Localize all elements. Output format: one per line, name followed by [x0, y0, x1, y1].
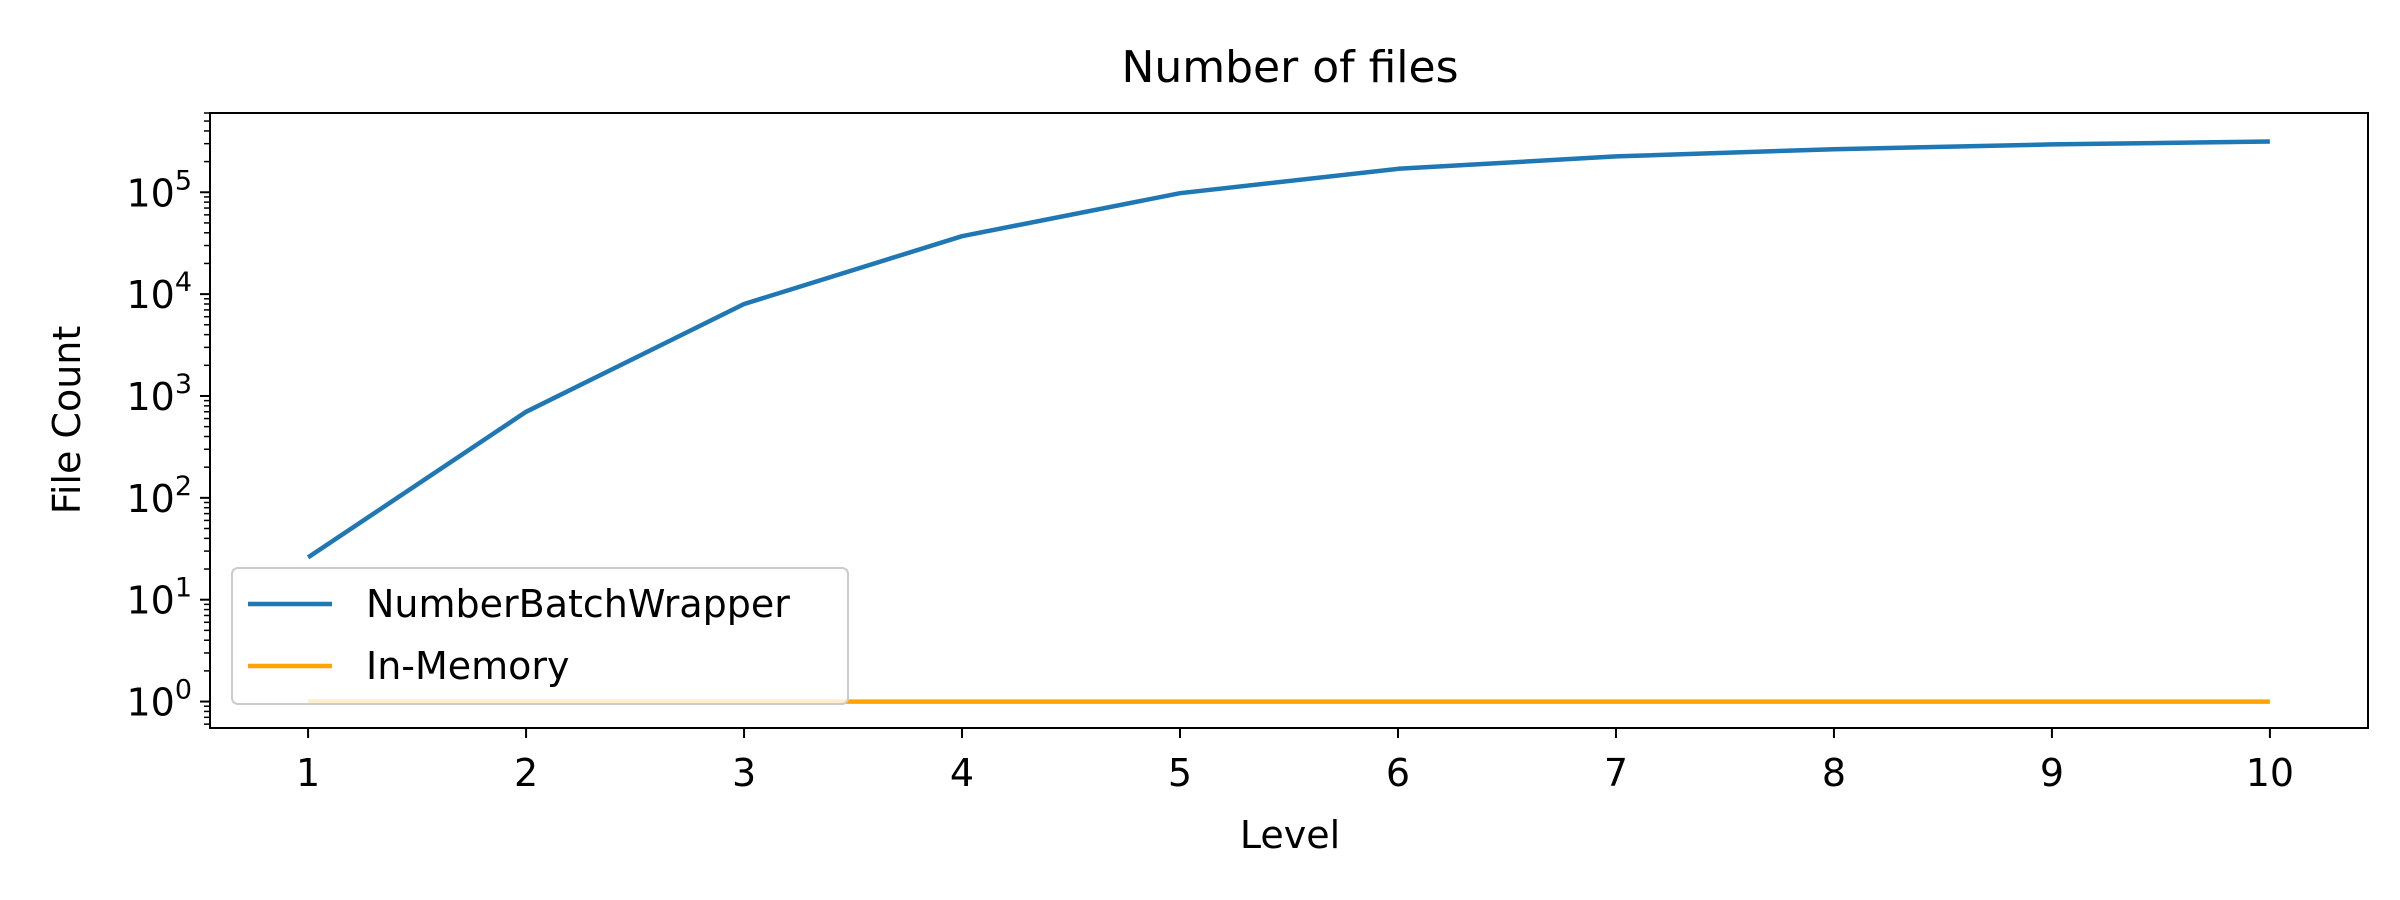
y-tick-label: 100: [126, 675, 192, 725]
x-tick-label: 9: [2040, 751, 2064, 795]
x-tick-label: 4: [950, 751, 974, 795]
legend-label: In-Memory: [366, 644, 570, 688]
y-tick-label: 104: [126, 267, 192, 317]
x-tick-label: 3: [732, 751, 756, 795]
plot-area: 1 2 3 4 5 6 7 8 9 10 100 101 102 103 104 105: [126, 112, 2369, 795]
x-tick-label: 7: [1604, 751, 1628, 795]
series-line: [306, 139, 2270, 560]
axes-frame: [209, 112, 2369, 729]
x-tick-label: 1: [296, 751, 320, 795]
x-tick-label: 6: [1386, 751, 1410, 795]
y-tick-label: 105: [126, 165, 192, 215]
x-axis-label: Level: [1240, 813, 1340, 857]
y-axis-label: File Count: [45, 326, 89, 515]
x-tick-label: 10: [2246, 751, 2294, 795]
x-tick-label: 8: [1822, 751, 1846, 795]
legend-label: NumberBatchWrapper: [366, 582, 790, 626]
x-tick-label: 5: [1168, 751, 1192, 795]
legend: NumberBatchWrapper In-Memory: [231, 567, 849, 705]
chart-title: Number of files: [1121, 42, 1458, 93]
y-tick-label: 103: [126, 369, 192, 419]
y-tick-label: 102: [126, 471, 192, 521]
legend-box: [231, 567, 849, 705]
y-tick-label: 101: [126, 573, 192, 623]
x-tick-label: 2: [514, 751, 538, 795]
